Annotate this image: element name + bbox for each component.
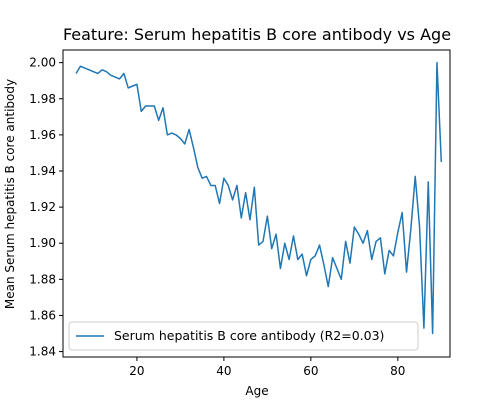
y-tick-label: 1.84 (29, 345, 56, 359)
series-line (75, 61, 443, 335)
x-axis-ticks: 20 40 60 80 (129, 357, 405, 378)
y-tick-label: 1.98 (29, 92, 56, 106)
x-tick-label: 40 (216, 364, 231, 378)
plot-area (62, 49, 451, 358)
legend: Serum hepatitis B core antibody (R2=0.03… (68, 321, 419, 351)
y-tick-label: 1.90 (29, 236, 56, 250)
y-tick-label: 1.88 (29, 272, 56, 286)
x-tick-label: 80 (390, 364, 405, 378)
y-axis-ticks: 1.84 1.86 1.88 1.90 1.92 1.94 1.96 1.98 2.00 (29, 56, 63, 359)
legend-label: Serum hepatitis B core antibody (R2=0.03… (114, 328, 384, 343)
y-tick-label: 1.92 (29, 200, 56, 214)
x-tick-label: 20 (129, 364, 144, 378)
chart-title: Feature: Serum hepatitis B core antibody… (63, 25, 451, 44)
y-tick-label: 1.86 (29, 308, 56, 322)
x-tick-label: 60 (303, 364, 318, 378)
plot-frame (62, 49, 451, 358)
y-tick-label: 1.96 (29, 128, 56, 142)
y-tick-label: 1.94 (29, 164, 56, 178)
y-tick-label: 2.00 (29, 56, 56, 70)
legend-box (68, 321, 419, 351)
y-axis-label: Mean Serum hepatitis B core antibody (3, 79, 17, 309)
x-axis-label: Age (245, 384, 268, 398)
